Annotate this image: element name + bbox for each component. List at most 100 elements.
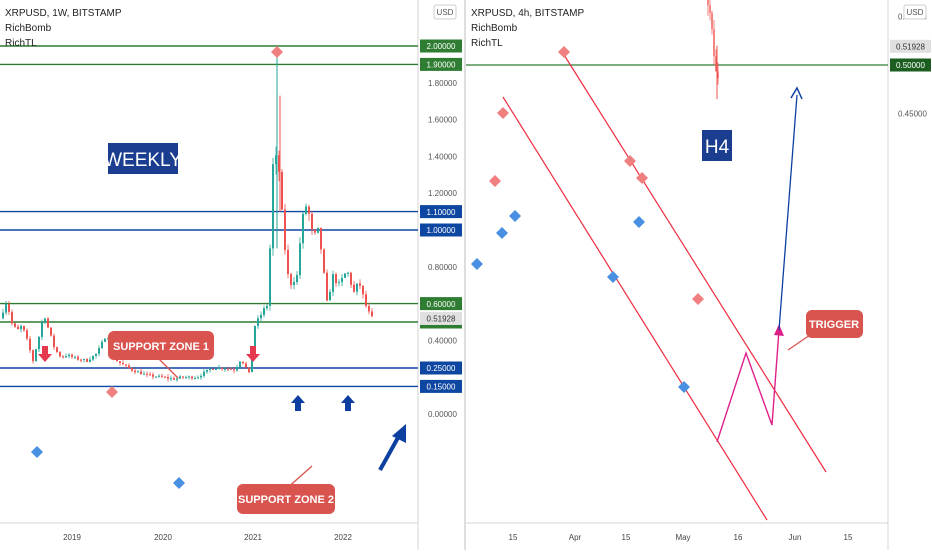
- weekly-blue-arrow-2: [341, 395, 355, 411]
- weekly-level-tag-3: [420, 223, 462, 237]
- weekly-candle-112: [338, 282, 340, 284]
- h4-top-diamond: [558, 46, 570, 58]
- weekly-candle-91: [275, 155, 277, 165]
- weekly-candle-97: [293, 282, 295, 285]
- weekly-red-diamond: [106, 386, 118, 398]
- weekly-candle-31: [95, 353, 97, 356]
- weekly-candle-90: [272, 164, 274, 249]
- weekly-candle-63: [191, 376, 193, 379]
- h4-x-label-6: 15: [844, 533, 853, 542]
- weekly-candle-25: [77, 356, 79, 360]
- weekly-projection-arrow-shaft: [378, 433, 402, 471]
- left-currency-label: USD: [437, 8, 454, 17]
- weekly-level-tag-4: [420, 297, 462, 311]
- weekly-blue-diamond-2: [173, 477, 185, 489]
- weekly-last-price-tag: [420, 311, 462, 325]
- weekly-y-tick-4: 0.80000: [428, 263, 457, 272]
- weekly-candle-39: [119, 361, 121, 363]
- weekly-candle-43: [131, 368, 133, 371]
- weekly-candle-46: [140, 371, 142, 375]
- weekly-candle-32: [98, 348, 100, 354]
- weekly-candle-62: [188, 376, 190, 378]
- weekly-candle-4: [14, 323, 16, 327]
- weekly-candle-89: [269, 248, 271, 306]
- weekly-top-diamond: [271, 46, 283, 58]
- weekly-level-label-1: 1.90000: [427, 61, 456, 70]
- weekly-candle-102: [308, 206, 310, 214]
- right-currency-button[interactable]: [903, 4, 927, 20]
- support-zone-1-callout: [108, 331, 214, 360]
- weekly-candle-5: [17, 326, 19, 330]
- weekly-candle-100: [302, 213, 304, 244]
- h4-x-label-4: 16: [734, 533, 743, 542]
- weekly-y-tick-2: 0.40000: [428, 336, 457, 345]
- weekly-blue-arrow-1: [291, 395, 305, 411]
- left-currency-button[interactable]: [433, 4, 457, 20]
- weekly-candle-51: [155, 376, 157, 378]
- weekly-candle-48: [146, 373, 148, 375]
- h4-label-box: [702, 130, 732, 161]
- h4-red-diamond-2: [489, 175, 501, 187]
- h4-red-diamond-3: [624, 155, 636, 167]
- left-indicator-richtl: RichTL: [5, 38, 37, 49]
- weekly-candle-92: [278, 155, 280, 172]
- weekly-candle-105: [317, 227, 319, 233]
- weekly-red-arrow-1: [38, 346, 52, 362]
- weekly-candle-19: [59, 352, 61, 357]
- weekly-candle-3: [11, 311, 13, 324]
- h4-candle-122: [711, 12, 713, 30]
- weekly-candle-56: [170, 378, 172, 380]
- h4-projection-up-head: [790, 86, 803, 100]
- weekly-candle-84: [254, 325, 256, 351]
- weekly-candle-69: [209, 368, 211, 370]
- weekly-candle-85: [257, 318, 259, 326]
- weekly-candle-75: [227, 368, 229, 370]
- weekly-candle-110: [332, 274, 334, 292]
- h4-red-diamond-4: [636, 172, 648, 184]
- trigger-pointer: [787, 334, 811, 351]
- weekly-candle-72: [218, 367, 220, 370]
- h4-blue-diamond-6: [678, 381, 690, 393]
- weekly-candle-23: [71, 354, 73, 357]
- h4-last-price: 0.51928: [896, 42, 925, 51]
- weekly-candle-108: [326, 272, 328, 301]
- weekly-candle-117: [353, 284, 355, 292]
- weekly-candle-40: [122, 362, 124, 365]
- weekly-candle-83: [251, 350, 253, 373]
- right-currency-label: USD: [907, 8, 924, 17]
- weekly-candle-22: [68, 354, 70, 357]
- weekly-candle-13: [41, 322, 43, 337]
- weekly-candle-49: [149, 374, 151, 376]
- weekly-candle-2: [8, 303, 10, 312]
- weekly-projection-arrow-head: [392, 424, 406, 443]
- weekly-candle-96: [290, 274, 292, 285]
- weekly-candle-107: [323, 249, 325, 273]
- weekly-candle-27: [83, 359, 85, 361]
- weekly-candle-115: [347, 272, 349, 274]
- weekly-x-label-3: 2022: [334, 533, 352, 542]
- weekly-candle-118: [356, 283, 358, 292]
- h4-candles: [707, 0, 719, 99]
- h4-x-label-1: Apr: [569, 533, 582, 542]
- weekly-candle-93: [281, 171, 283, 210]
- weekly-y-tick-9: 1.80000: [428, 79, 457, 88]
- weekly-level-label-6: 0.25000: [427, 364, 456, 373]
- h4-candle-124: [715, 56, 717, 72]
- h4-x-label-5: Jun: [789, 533, 802, 542]
- weekly-label-box: [108, 143, 178, 174]
- trigger-callout: [806, 310, 863, 338]
- h4-level-tag-1: [890, 58, 931, 72]
- channel-upper-line: [560, 49, 827, 473]
- weekly-candle-104: [314, 229, 316, 233]
- weekly-candle-77: [233, 369, 235, 371]
- weekly-label: WEEKLY: [104, 150, 182, 171]
- h4-projection-path: [716, 329, 780, 443]
- h4-blue-diamond-3: [509, 210, 521, 222]
- weekly-last-price: 0.51928: [427, 314, 456, 323]
- weekly-candle-94: [284, 209, 286, 250]
- h4-red-diamond-1: [497, 107, 509, 119]
- weekly-candle-64: [194, 378, 196, 380]
- weekly-candle-79: [239, 361, 241, 368]
- weekly-candle-38: [116, 359, 118, 362]
